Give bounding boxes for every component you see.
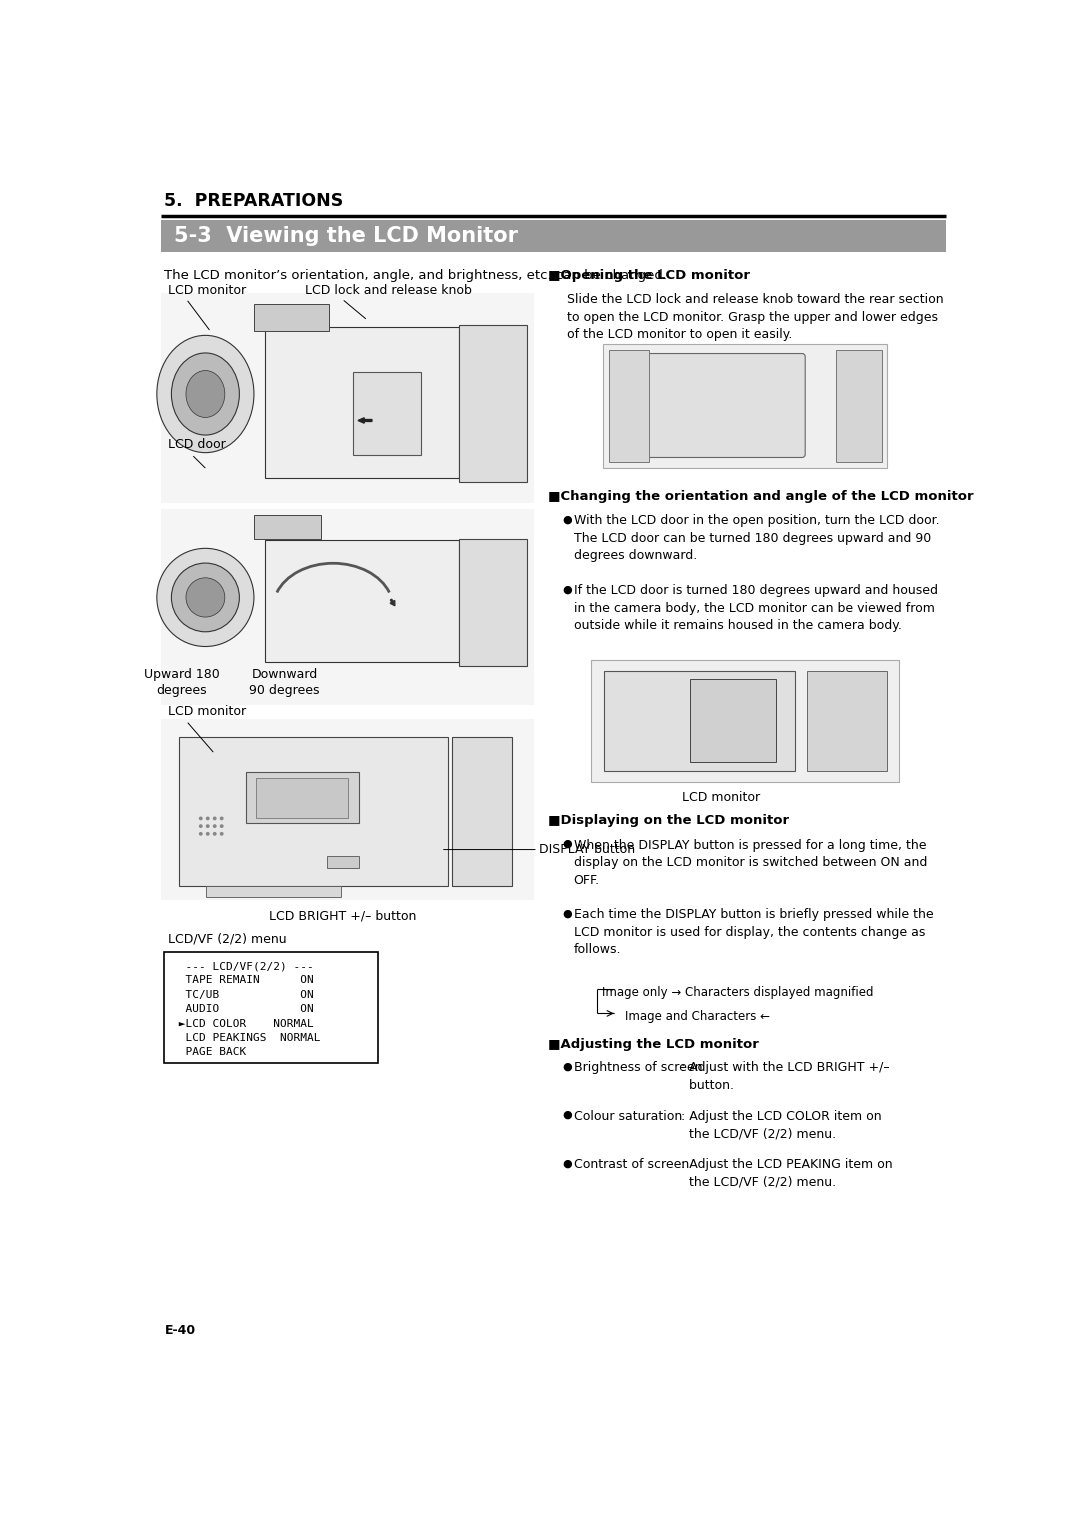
Bar: [266, 541, 459, 662]
Circle shape: [199, 831, 203, 836]
Circle shape: [206, 824, 210, 828]
Text: : Adjust with the LCD BRIGHT +/–
  button.: : Adjust with the LCD BRIGHT +/– button.: [681, 1060, 890, 1091]
Text: 5.  PREPARATIONS: 5. PREPARATIONS: [164, 193, 343, 211]
Text: With the LCD door in the open position, turn the LCD door.
The LCD door can be t: With the LCD door in the open position, …: [573, 515, 940, 562]
FancyBboxPatch shape: [643, 353, 806, 457]
Ellipse shape: [186, 578, 225, 617]
Bar: [161, 720, 534, 900]
Bar: [254, 515, 321, 538]
Bar: [604, 344, 888, 468]
Bar: [836, 350, 881, 461]
Bar: [604, 671, 795, 770]
Text: Each time the DISPLAY button is briefly pressed while the
LCD monitor is used fo: Each time the DISPLAY button is briefly …: [573, 908, 933, 957]
Text: ●: ●: [562, 1109, 571, 1120]
Bar: [254, 304, 328, 332]
Circle shape: [213, 824, 217, 828]
Text: Contrast of screen: Contrast of screen: [573, 1158, 697, 1170]
Circle shape: [213, 816, 217, 821]
Text: --- LCD/VF(2/2) ---
  TAPE REMAIN      ON
  TC/UB            ON
  AUDIO         : --- LCD/VF(2/2) --- TAPE REMAIN ON TC/UB…: [172, 961, 321, 1057]
Text: LCD door: LCD door: [168, 437, 226, 451]
Circle shape: [199, 816, 203, 821]
Ellipse shape: [186, 371, 225, 417]
Bar: [161, 509, 534, 706]
Text: When the DISPLAY button is pressed for a long time, the
display on the LCD monit: When the DISPLAY button is pressed for a…: [573, 839, 927, 886]
Text: ■Changing the orientation and angle of the LCD monitor: ■Changing the orientation and angle of t…: [548, 490, 974, 503]
Bar: [246, 772, 360, 824]
Text: : Adjust the LCD COLOR item on
  the LCD/VF (2/2) menu.: : Adjust the LCD COLOR item on the LCD/V…: [681, 1109, 882, 1140]
Text: Colour saturation: Colour saturation: [573, 1109, 693, 1123]
Ellipse shape: [172, 353, 240, 435]
Text: The LCD monitor’s orientation, angle, and brightness, etc. can be changed.: The LCD monitor’s orientation, angle, an…: [164, 269, 667, 281]
Bar: [161, 293, 534, 503]
Circle shape: [219, 831, 224, 836]
Bar: [266, 327, 459, 478]
Text: ●: ●: [562, 1158, 571, 1169]
Text: LCD lock and release knob: LCD lock and release knob: [305, 284, 472, 298]
Text: 5-3  Viewing the LCD Monitor: 5-3 Viewing the LCD Monitor: [174, 226, 517, 246]
Circle shape: [206, 816, 210, 821]
Bar: [807, 671, 887, 770]
Ellipse shape: [172, 562, 240, 631]
Circle shape: [213, 831, 217, 836]
FancyArrow shape: [357, 417, 372, 423]
Bar: [690, 680, 777, 762]
Circle shape: [219, 824, 224, 828]
FancyArrow shape: [390, 599, 395, 605]
Text: ●: ●: [562, 908, 571, 918]
Circle shape: [219, 816, 224, 821]
Bar: [179, 738, 448, 886]
Ellipse shape: [157, 335, 254, 452]
Circle shape: [199, 824, 203, 828]
Text: ●: ●: [562, 584, 571, 594]
Bar: [206, 886, 340, 897]
Text: Image only → Characters displayed magnified: Image only → Characters displayed magnif…: [603, 986, 874, 999]
Text: Image and Characters ←: Image and Characters ←: [625, 1010, 770, 1024]
Text: Downward
90 degrees: Downward 90 degrees: [249, 668, 320, 697]
Bar: [609, 350, 649, 461]
Bar: [459, 325, 527, 481]
Text: E-40: E-40: [164, 1323, 195, 1337]
Bar: [327, 856, 360, 868]
Text: ■Displaying on the LCD monitor: ■Displaying on the LCD monitor: [548, 814, 789, 827]
Bar: [256, 778, 348, 817]
Text: LCD monitor: LCD monitor: [681, 792, 759, 804]
Text: LCD BRIGHT +/– button: LCD BRIGHT +/– button: [269, 909, 417, 923]
Text: ●: ●: [562, 515, 571, 524]
Text: ■Adjusting the LCD monitor: ■Adjusting the LCD monitor: [548, 1038, 759, 1051]
Ellipse shape: [157, 549, 254, 646]
Circle shape: [206, 831, 210, 836]
Text: LCD/VF (2/2) menu: LCD/VF (2/2) menu: [168, 932, 287, 946]
Text: Slide the LCD lock and release knob toward the rear section
to open the LCD moni: Slide the LCD lock and release knob towa…: [567, 293, 944, 341]
Text: : Adjust the LCD PEAKING item on
  the LCD/VF (2/2) menu.: : Adjust the LCD PEAKING item on the LCD…: [681, 1158, 893, 1189]
Text: Upward 180
degrees: Upward 180 degrees: [144, 668, 219, 697]
Bar: [459, 538, 527, 666]
Bar: [592, 660, 900, 782]
Text: Brightness of screen: Brightness of screen: [573, 1060, 702, 1074]
Text: DISPLAY button: DISPLAY button: [540, 843, 636, 856]
Bar: [161, 220, 946, 252]
Text: LCD monitor: LCD monitor: [168, 284, 246, 298]
Bar: [352, 373, 420, 455]
Text: ■Opening the LCD monitor: ■Opening the LCD monitor: [548, 269, 750, 281]
Text: LCD monitor: LCD monitor: [168, 704, 246, 718]
Bar: [164, 952, 378, 1063]
Text: ●: ●: [562, 839, 571, 848]
Bar: [451, 738, 512, 886]
Text: ●: ●: [562, 1060, 571, 1071]
Text: If the LCD door is turned 180 degrees upward and housed
in the camera body, the : If the LCD door is turned 180 degrees up…: [573, 584, 937, 633]
